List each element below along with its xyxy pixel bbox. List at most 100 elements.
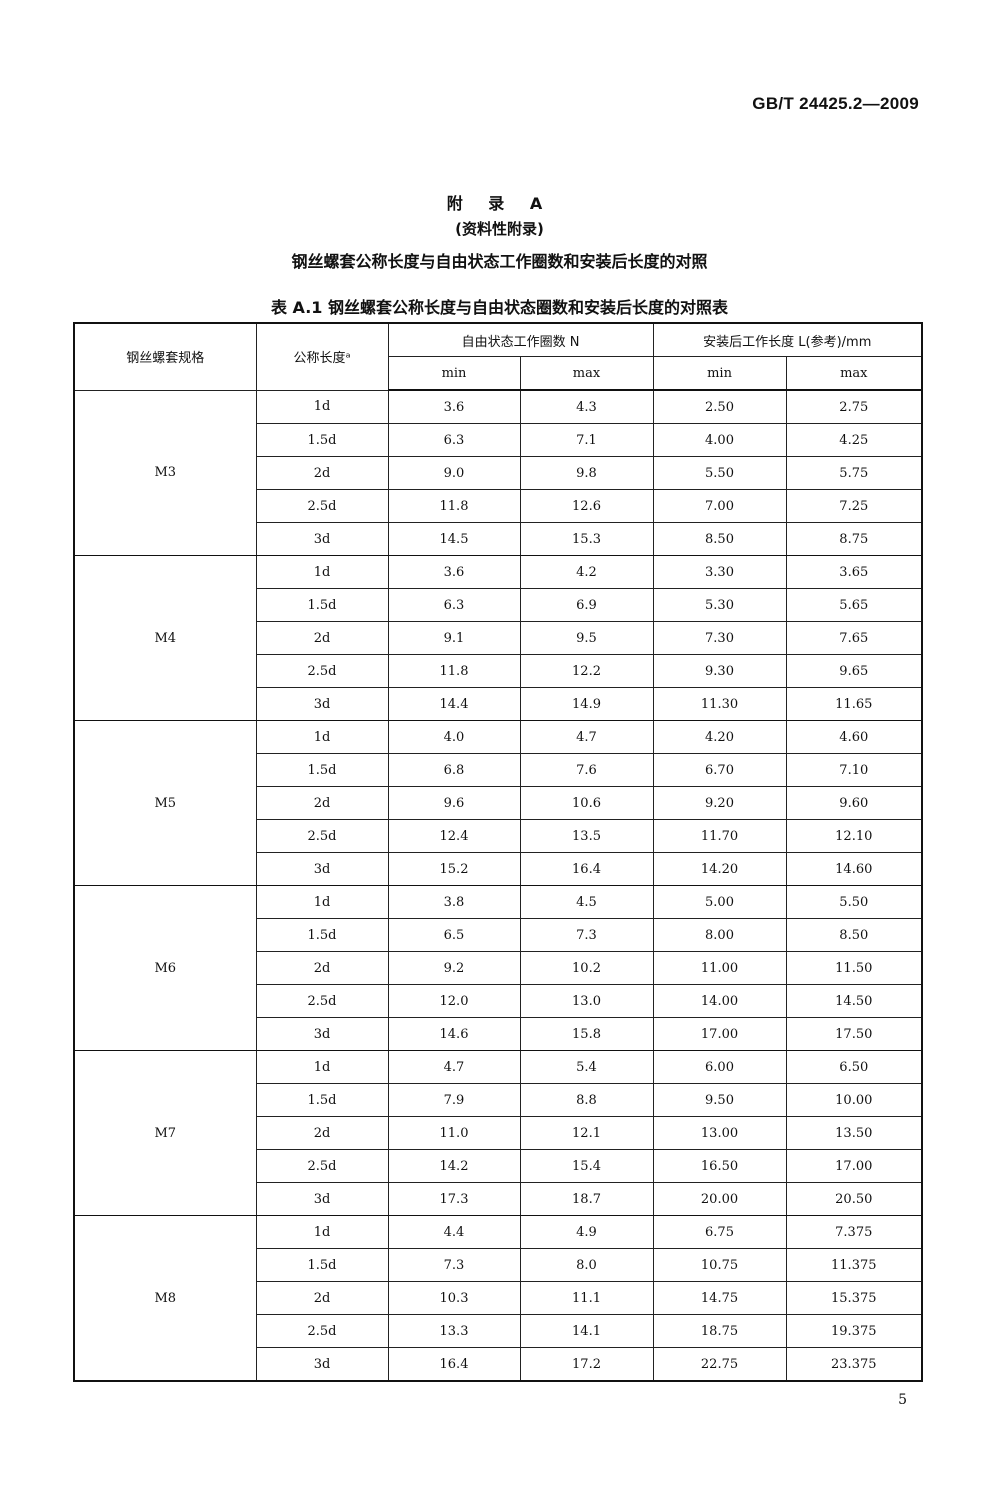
coils-min-cell: 11.0 bbox=[387, 1116, 521, 1150]
length-min-cell: 4.00 bbox=[652, 423, 787, 457]
length-max-cell: 4.60 bbox=[785, 720, 923, 754]
coils-min-cell: 6.8 bbox=[387, 753, 521, 787]
length-min-cell: 16.50 bbox=[652, 1149, 787, 1183]
length-min-cell: 5.30 bbox=[652, 588, 787, 622]
header-length-max: max bbox=[785, 356, 923, 391]
length-min-cell: 6.75 bbox=[652, 1215, 787, 1249]
coils-max-cell: 8.8 bbox=[519, 1083, 654, 1117]
coils-min-cell: 14.6 bbox=[387, 1017, 521, 1051]
coils-max-cell: 14.9 bbox=[519, 687, 654, 721]
length-max-cell: 20.50 bbox=[785, 1182, 923, 1216]
coils-max-cell: 15.4 bbox=[519, 1149, 654, 1183]
length-max-cell: 2.75 bbox=[785, 389, 923, 424]
nominal-length-cell: 3d bbox=[255, 687, 389, 721]
nominal-length-cell: 1.5d bbox=[255, 423, 389, 457]
length-max-cell: 7.25 bbox=[785, 489, 923, 523]
length-min-cell: 11.00 bbox=[652, 951, 787, 985]
coils-max-cell: 6.9 bbox=[519, 588, 654, 622]
coils-max-cell: 7.1 bbox=[519, 423, 654, 457]
coils-min-cell: 4.0 bbox=[387, 720, 521, 754]
table-row: 2.5d 12.0 13.0 14.00 14.50 bbox=[74, 984, 923, 1018]
length-min-cell: 5.50 bbox=[652, 456, 787, 490]
length-max-cell: 11.50 bbox=[785, 951, 923, 985]
coils-min-cell: 16.4 bbox=[387, 1347, 521, 1382]
length-min-cell: 2.50 bbox=[652, 389, 787, 424]
length-min-cell: 14.75 bbox=[652, 1281, 787, 1315]
coils-max-cell: 10.2 bbox=[519, 951, 654, 985]
table-caption: 表 A.1 钢丝螺套公称长度与自由状态圈数和安装后长度的对照表 bbox=[270, 298, 729, 317]
table-row: 2d 9.0 9.8 5.50 5.75 bbox=[74, 456, 923, 490]
coils-min-cell: 6.5 bbox=[387, 918, 521, 952]
coils-min-cell: 3.6 bbox=[387, 389, 521, 424]
nominal-length-cell: 1d bbox=[255, 720, 389, 754]
nominal-length-cell: 2d bbox=[255, 1116, 389, 1150]
nominal-length-cell: 2d bbox=[255, 1281, 389, 1315]
nominal-length-cell: 2.5d bbox=[255, 819, 389, 853]
length-min-cell: 17.00 bbox=[652, 1017, 787, 1051]
coils-max-cell: 16.4 bbox=[519, 852, 654, 886]
nominal-length-cell: 1d bbox=[255, 885, 389, 919]
coils-min-cell: 14.4 bbox=[387, 687, 521, 721]
coils-max-cell: 5.4 bbox=[519, 1050, 654, 1084]
coils-min-cell: 15.2 bbox=[387, 852, 521, 886]
coils-max-cell: 15.8 bbox=[519, 1017, 654, 1051]
standard-number: GB/T 24425.2—2009 bbox=[752, 94, 919, 113]
table-row: 3d 17.3 18.7 20.00 20.50 bbox=[74, 1182, 923, 1216]
length-max-cell: 5.50 bbox=[785, 885, 923, 919]
length-min-cell: 8.00 bbox=[652, 918, 787, 952]
length-max-cell: 14.60 bbox=[785, 852, 923, 886]
length-min-cell: 8.50 bbox=[652, 522, 787, 556]
header-length: 安装后工作长度 L(参考)/mm bbox=[652, 322, 923, 357]
table-row: M5 1d 4.0 4.7 4.20 4.60 bbox=[73, 720, 923, 886]
coils-min-cell: 12.0 bbox=[387, 984, 521, 1018]
coils-max-cell: 4.2 bbox=[519, 555, 654, 589]
header-nominal-length: 公称长度ᵃ bbox=[255, 322, 389, 391]
table-row: M3 1d 3.6 4.3 2.50 2.75 bbox=[73, 389, 923, 556]
length-min-cell: 9.50 bbox=[652, 1083, 787, 1117]
length-max-cell: 7.10 bbox=[785, 753, 923, 787]
nominal-length-cell: 1d bbox=[255, 555, 389, 589]
coils-min-cell: 3.6 bbox=[387, 555, 521, 589]
coils-min-cell: 4.7 bbox=[387, 1050, 521, 1084]
table-row: 1.5d 6.8 7.6 6.70 7.10 bbox=[74, 753, 923, 787]
coils-min-cell: 7.9 bbox=[387, 1083, 521, 1117]
annex-subject: 钢丝螺套公称长度与自由状态工作圈数和安装后长度的对照 bbox=[291, 252, 708, 271]
spec-cell: M4 bbox=[73, 555, 257, 721]
table-row: 1.5d 6.3 6.9 5.30 5.65 bbox=[74, 588, 923, 622]
coils-min-cell: 9.0 bbox=[387, 456, 521, 490]
length-max-cell: 15.375 bbox=[785, 1281, 923, 1315]
nominal-length-cell: 3d bbox=[255, 1017, 389, 1051]
coils-min-cell: 13.3 bbox=[387, 1314, 521, 1348]
length-min-cell: 7.00 bbox=[652, 489, 787, 523]
length-max-cell: 14.50 bbox=[785, 984, 923, 1018]
table-row: 2d 9.6 10.6 9.20 9.60 bbox=[74, 786, 923, 820]
nominal-length-cell: 3d bbox=[255, 522, 389, 556]
coils-max-cell: 4.7 bbox=[519, 720, 654, 754]
coils-max-cell: 9.5 bbox=[519, 621, 654, 655]
coils-max-cell: 12.1 bbox=[519, 1116, 654, 1150]
length-min-cell: 6.70 bbox=[652, 753, 787, 787]
nominal-length-cell: 1d bbox=[255, 1215, 389, 1249]
length-max-cell: 13.50 bbox=[785, 1116, 923, 1150]
coils-min-cell: 6.3 bbox=[387, 588, 521, 622]
coils-max-cell: 13.0 bbox=[519, 984, 654, 1018]
length-max-cell: 7.65 bbox=[785, 621, 923, 655]
coils-min-cell: 10.3 bbox=[387, 1281, 521, 1315]
coils-min-cell: 12.4 bbox=[387, 819, 521, 853]
coils-max-cell: 14.1 bbox=[519, 1314, 654, 1348]
nominal-length-cell: 3d bbox=[255, 1347, 389, 1382]
header-coils: 自由状态工作圈数 N bbox=[387, 322, 654, 357]
table-row: 2d 9.1 9.5 7.30 7.65 bbox=[74, 621, 923, 655]
coils-max-cell: 4.3 bbox=[519, 389, 654, 424]
length-max-cell: 5.65 bbox=[785, 588, 923, 622]
length-max-cell: 9.65 bbox=[785, 654, 923, 688]
length-min-cell: 4.20 bbox=[652, 720, 787, 754]
spec-cell: M7 bbox=[73, 1050, 257, 1216]
header-coils-max: max bbox=[519, 356, 654, 391]
table-row: 2.5d 11.8 12.6 7.00 7.25 bbox=[74, 489, 923, 523]
length-max-cell: 8.50 bbox=[785, 918, 923, 952]
header-length-min: min bbox=[652, 356, 787, 391]
length-min-cell: 7.30 bbox=[652, 621, 787, 655]
table-row: 3d 15.2 16.4 14.20 14.60 bbox=[74, 852, 923, 886]
length-max-cell: 6.50 bbox=[785, 1050, 923, 1084]
